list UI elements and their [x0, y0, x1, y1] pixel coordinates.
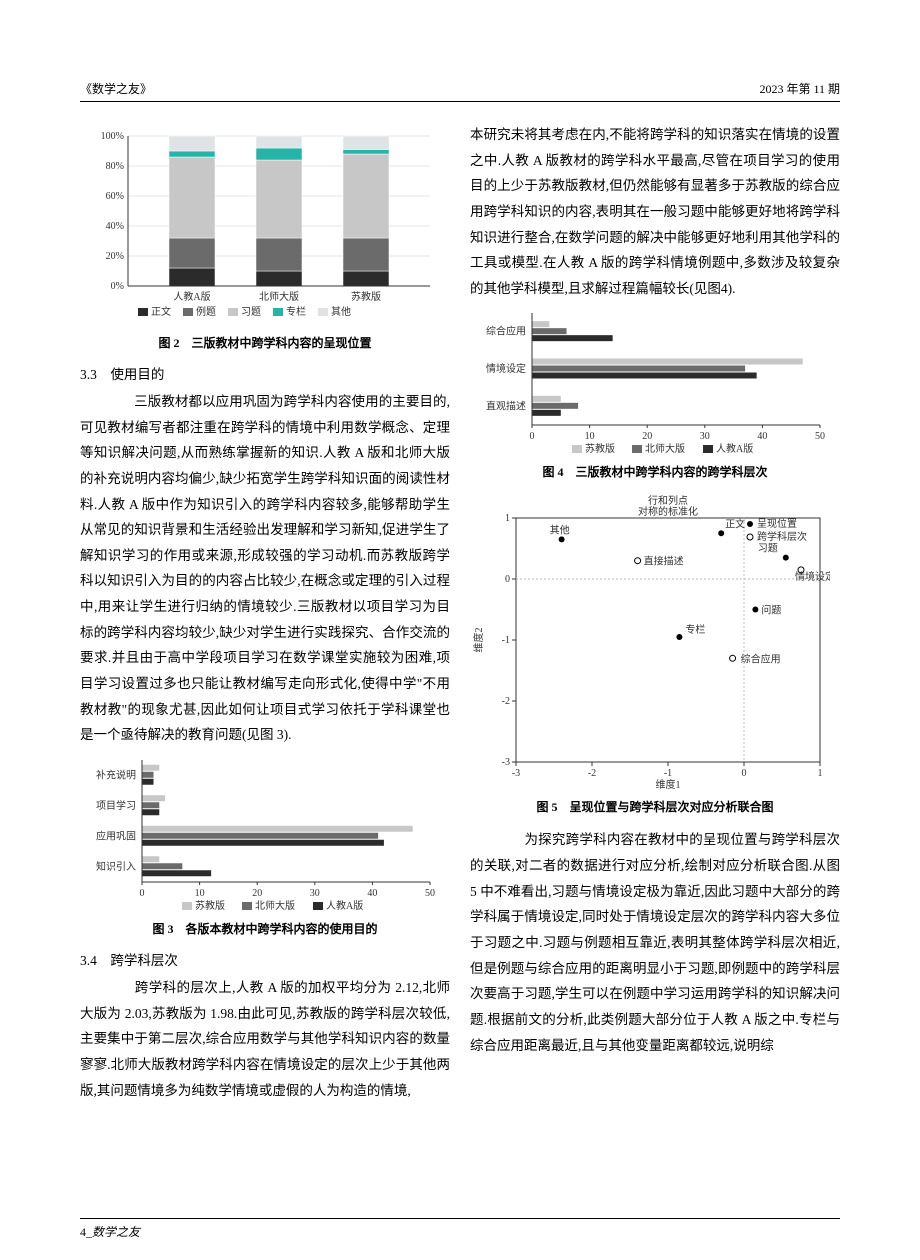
- footer-journal: 数学之友: [92, 1225, 140, 1239]
- svg-text:60%: 60%: [106, 191, 124, 202]
- svg-text:跨学科层次: 跨学科层次: [757, 530, 807, 543]
- svg-text:40: 40: [757, 431, 767, 442]
- section-34-title: 3.4 跨学科层次: [80, 949, 450, 969]
- svg-text:1: 1: [818, 768, 823, 779]
- svg-text:直观描述: 直观描述: [486, 400, 526, 413]
- svg-text:综合应用: 综合应用: [486, 325, 526, 338]
- svg-text:专栏: 专栏: [286, 305, 306, 318]
- svg-text:北师大版: 北师大版: [645, 442, 685, 455]
- svg-text:综合应用: 综合应用: [741, 653, 781, 666]
- svg-text:20%: 20%: [106, 251, 124, 262]
- chart-4-caption: 图 4 三版教材中跨学科内容的跨学科层次: [470, 463, 840, 480]
- svg-text:维度2: 维度2: [472, 628, 485, 653]
- svg-text:知识引入: 知识引入: [96, 860, 136, 873]
- svg-text:80%: 80%: [106, 161, 124, 172]
- svg-text:人教A版: 人教A版: [716, 442, 753, 455]
- svg-text:人教A版: 人教A版: [326, 899, 363, 912]
- svg-text:-2: -2: [502, 696, 510, 707]
- svg-text:苏教版: 苏教版: [351, 290, 381, 303]
- svg-text:1: 1: [505, 513, 510, 524]
- chart-5-container: -3 -2 -1 0 1 -3 -2 -1 0 1 行和列点对称的标准化维度1 维度2 呈现位置跨学科层…: [470, 492, 840, 815]
- svg-text:20: 20: [252, 888, 262, 899]
- svg-text:苏教版: 苏教版: [585, 442, 615, 455]
- svg-text:-3: -3: [512, 768, 520, 779]
- svg-text:对称的标准化: 对称的标准化: [638, 505, 698, 518]
- svg-text:情境设定: 情境设定: [486, 362, 526, 375]
- svg-text:问题: 问题: [761, 604, 781, 617]
- svg-text:其他: 其他: [331, 305, 351, 318]
- svg-text:30: 30: [310, 888, 320, 899]
- section-33-title: 3.3 使用目的: [80, 363, 450, 383]
- section-33-body: 三版教材都以应用巩固为跨学科内容使用的主要目的,可见教材编写者都注重在跨学科的情…: [80, 389, 450, 748]
- svg-text:呈现位置: 呈现位置: [757, 517, 797, 530]
- svg-text:40%: 40%: [106, 221, 124, 232]
- svg-text:0: 0: [140, 888, 145, 899]
- chart-2-caption: 图 2 三版教材中跨学科内容的呈现位置: [80, 334, 450, 351]
- svg-text:正文: 正文: [725, 518, 745, 531]
- page-header: 《数学之友》 2023 年第 11 期: [80, 80, 840, 102]
- col2-para1: 本研究未将其考虑在内,不能将跨学科的知识落实在情境的设置之中.人教 A 版教材的…: [470, 122, 840, 301]
- page-number: 4: [80, 1225, 86, 1239]
- chart-3-container: 0 10 20 30 40 50 补充说明项目学习应用巩固知识引入苏教版 北师大版 人教A版 图…: [80, 754, 450, 937]
- chart-3-caption: 图 3 各版本教材中跨学科内容的使用目的: [80, 920, 450, 937]
- svg-text:-1: -1: [502, 635, 510, 646]
- svg-text:例题: 例题: [196, 305, 216, 318]
- svg-text:40: 40: [367, 888, 377, 899]
- svg-text:-2: -2: [588, 768, 596, 779]
- chart-2-svg: 0% 20% 40% 60% 80% 100% 人教A版 北师大版 苏教版正文 例题 习题 专栏 其他: [80, 128, 440, 328]
- left-column: 0%20%40%60%80%100%人教A版北师大版苏教版正文例题习题专栏其他 …: [80, 122, 450, 1103]
- svg-text:20: 20: [642, 431, 652, 442]
- svg-text:-1: -1: [664, 768, 672, 779]
- svg-text:维度1: 维度1: [656, 778, 681, 791]
- svg-text:50: 50: [425, 888, 435, 899]
- col2-para2: 为探究跨学科内容在教材中的呈现位置与跨学科层次的关联,对二者的数据进行对应分析,…: [470, 827, 840, 1058]
- svg-text:50: 50: [815, 431, 825, 442]
- chart-4-svg: 0 10 20 30 40 50 综合应用情境设定直观描述苏教版 北师大版 人教A版: [470, 307, 830, 457]
- journal-name: 《数学之友》: [80, 80, 152, 97]
- chart-2-container: 0%20%40%60%80%100%人教A版北师大版苏教版正文例题习题专栏其他 …: [80, 128, 450, 351]
- svg-text:30: 30: [700, 431, 710, 442]
- svg-text:0: 0: [530, 431, 535, 442]
- svg-text:其他: 其他: [550, 524, 570, 537]
- svg-text:专栏: 专栏: [685, 623, 705, 636]
- svg-text:补充说明: 补充说明: [96, 768, 136, 781]
- svg-text:项目学习: 项目学习: [96, 799, 136, 812]
- section-34-body: 跨学科的层次上,人教 A 版的加权平均分为 2.12,北师大版为 2.03,苏教…: [80, 975, 450, 1103]
- svg-text:100%: 100%: [101, 131, 124, 142]
- svg-text:北师大版: 北师大版: [259, 290, 299, 303]
- chart-5-svg: -3 -2 -1 0 1 -3 -2 -1 0 1 行和列点对称的标准化维度1 维度2 呈现位置跨学科层…: [470, 492, 830, 792]
- svg-text:苏教版: 苏教版: [195, 899, 225, 912]
- svg-text:直接描述: 直接描述: [644, 555, 684, 568]
- svg-text:0: 0: [505, 574, 510, 585]
- svg-text:0%: 0%: [111, 281, 124, 292]
- svg-text:人教A版: 人教A版: [173, 290, 210, 303]
- chart-3-svg: 0 10 20 30 40 50 补充说明项目学习应用巩固知识引入苏教版 北师大版 人教A版: [80, 754, 440, 914]
- issue-number: 2023 年第 11 期: [759, 80, 840, 97]
- svg-text:0: 0: [742, 768, 747, 779]
- svg-text:北师大版: 北师大版: [255, 899, 295, 912]
- svg-text:-3: -3: [502, 757, 510, 768]
- svg-text:10: 10: [585, 431, 595, 442]
- svg-text:应用巩固: 应用巩固: [96, 829, 136, 842]
- chart-4-container: 0 10 20 30 40 50 综合应用情境设定直观描述苏教版 北师大版 人教A版 图 4 三…: [470, 307, 840, 480]
- page-footer: 4_数学之友: [80, 1218, 840, 1240]
- two-column-body: 0%20%40%60%80%100%人教A版北师大版苏教版正文例题习题专栏其他 …: [80, 122, 840, 1103]
- svg-text:正文: 正文: [151, 305, 171, 318]
- chart-5-caption: 图 5 呈现位置与跨学科层次对应分析联合图: [470, 798, 840, 815]
- right-column: 本研究未将其考虑在内,不能将跨学科的知识落实在情境的设置之中.人教 A 版教材的…: [470, 122, 840, 1103]
- svg-text:习题: 习题: [758, 543, 778, 555]
- svg-text:10: 10: [195, 888, 205, 899]
- svg-text:习题: 习题: [241, 306, 261, 318]
- svg-text:行和列点: 行和列点: [648, 494, 688, 507]
- svg-text:情境设定: 情境设定: [795, 570, 830, 583]
